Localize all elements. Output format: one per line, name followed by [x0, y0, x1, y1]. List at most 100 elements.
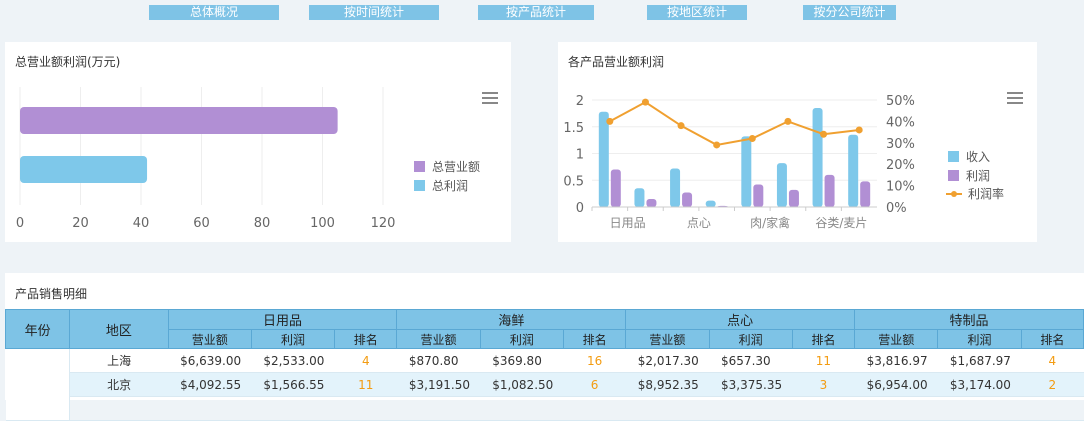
cell-value: $2,017.30 [625, 348, 710, 373]
bar [741, 136, 752, 207]
bar [598, 111, 609, 207]
bar [20, 156, 148, 183]
legend-swatch [414, 180, 425, 191]
x-tick-label: 点心 [687, 216, 711, 230]
x-tick-label: 谷类/麦片 [815, 216, 867, 230]
group-header: 日用品 [167, 309, 398, 330]
bar [824, 174, 835, 207]
cell-value: $6,639.00 [168, 348, 252, 373]
legend-label: 收入 [966, 150, 990, 164]
table-row: 上海 $6,639.00 $2,533.00 4 $870.80 $369.80… [5, 348, 1084, 421]
total-revenue-profit-panel: 总营业额利润(万元) 0 20 40 60 80 100 120 总营业额 总利润 [5, 42, 511, 242]
region-header: 地区 [69, 309, 169, 349]
line-point [713, 141, 721, 149]
legend-label: 总营业额 [432, 160, 480, 174]
bar [634, 188, 645, 207]
region-cell: 北京 [69, 372, 169, 397]
sales-detail-table: 年份 地区 日用品 海鲜 点心 特制品 营业额 利润 排名 营业额 利润 排名 … [4, 309, 1084, 421]
tab-overview[interactable]: 总体概况 [149, 5, 279, 20]
bar [20, 107, 338, 134]
cell-value: $8,952.35 [625, 372, 710, 397]
line-series [609, 100, 860, 146]
y2-tick-label: 20% [886, 158, 915, 173]
x-tick-label: 120 [371, 216, 396, 231]
panel-title: 产品销售明细 [15, 287, 88, 301]
legend-line-marker [951, 191, 957, 197]
line-point [855, 126, 863, 134]
legend-label: 利润 [966, 169, 990, 183]
legend-swatch [948, 151, 959, 162]
y-tick-label: 2 [576, 94, 584, 109]
cell-value: $870.80 [396, 348, 481, 373]
y-tick-label: 0 [576, 201, 584, 216]
cell-value: $4,092.55 [168, 372, 252, 397]
year-header: 年份 [4, 309, 71, 349]
tab-by-product[interactable]: 按产品统计 [478, 5, 594, 20]
x-tick-label: 日用品 [610, 216, 646, 230]
y-tick-label: 1.5 [563, 121, 584, 136]
region-cell [69, 396, 169, 421]
x-tick-label: 100 [310, 216, 335, 231]
cell-value: $1,082.50 [480, 372, 564, 397]
rank-cell: 16 [563, 348, 626, 373]
bar [776, 163, 787, 207]
cell-value: $3,174.00 [937, 372, 1022, 397]
y2-tick-label: 50% [886, 94, 915, 109]
tab-by-region[interactable]: 按地区统计 [647, 5, 747, 20]
rank-cell: 11 [792, 348, 855, 373]
line-point [641, 98, 649, 106]
group-header: 海鲜 [396, 309, 627, 330]
cell-value: $3,375.35 [709, 372, 793, 397]
rank-cell: 4 [1021, 348, 1084, 373]
sub-header-revenue: 营业额 [854, 329, 939, 349]
rank-cell: 6 [563, 372, 626, 397]
line-point [820, 130, 828, 138]
bar [860, 181, 871, 207]
sub-header-rank: 排名 [334, 329, 398, 349]
line-point [784, 117, 792, 125]
sub-header-rank: 排名 [1020, 329, 1084, 349]
cell-value: $6,954.00 [854, 372, 938, 397]
y2-tick-label: 40% [886, 115, 915, 130]
panel-title: 各产品营业额利润 [568, 55, 665, 69]
bar [753, 184, 764, 207]
rank-cell: 4 [334, 348, 397, 373]
cell-value: $1,566.55 [251, 372, 335, 397]
bar [670, 168, 681, 207]
x-tick-label: 60 [193, 216, 210, 231]
line-point [748, 135, 756, 143]
sub-header-profit: 利润 [937, 329, 1022, 349]
y-tick-label: 1 [576, 148, 584, 163]
group-header: 点心 [625, 309, 856, 330]
table-row [6, 396, 1084, 421]
x-tick-label: 0 [16, 216, 24, 231]
y2-tick-label: 10% [886, 180, 915, 195]
table-row: 北京 $4,092.55 $1,566.55 11 $3,191.50 $1,0… [6, 372, 1084, 397]
hamburger-menu-icon[interactable] [1007, 92, 1023, 104]
cell-value: $2,533.00 [251, 348, 335, 373]
combo-bar-line-chart: 00.511.520%10%20%30%40%50%日用品 点心 肉/家禽 谷类/麦片… [563, 94, 1004, 230]
hamburger-menu-icon[interactable] [482, 92, 498, 104]
sub-header-revenue: 营业额 [396, 329, 481, 349]
y2-tick-label: 0% [886, 201, 907, 216]
tab-by-branch[interactable]: 按分公司统计 [803, 5, 896, 20]
bar [848, 134, 859, 207]
y-tick-label: 0.5 [563, 174, 584, 189]
cell-value [168, 396, 1084, 421]
x-tick-label: 40 [133, 216, 150, 231]
legend-swatch [948, 170, 959, 181]
region-cell: 上海 [69, 348, 169, 373]
sub-header-profit: 利润 [250, 329, 336, 349]
x-tick-label: 80 [254, 216, 271, 231]
sub-header-rank: 排名 [562, 329, 627, 349]
bar [812, 108, 823, 207]
tab-by-time[interactable]: 按时间统计 [309, 5, 439, 20]
bar [646, 198, 657, 207]
legend-label: 总利润 [432, 179, 468, 193]
sub-header-profit: 利润 [708, 329, 793, 349]
x-tick-label: 肉/家禽 [750, 215, 790, 230]
line-point [606, 117, 614, 125]
bar [788, 189, 799, 207]
bar [705, 200, 716, 207]
